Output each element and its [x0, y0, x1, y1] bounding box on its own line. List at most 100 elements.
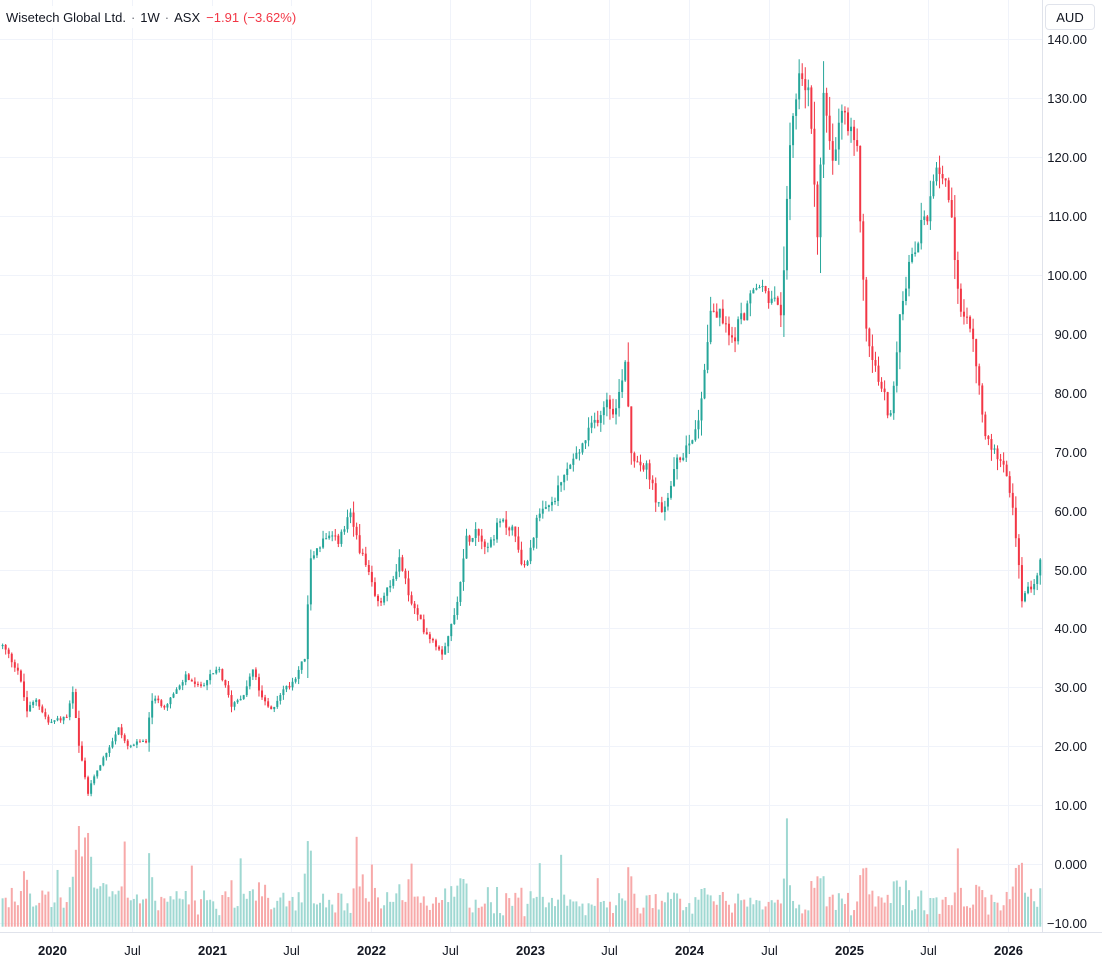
candle-body	[709, 310, 712, 343]
volume-bar	[605, 907, 608, 927]
volume-bar	[715, 904, 718, 927]
candle-body	[972, 328, 975, 340]
candle-body	[294, 678, 297, 682]
candle-body	[291, 681, 294, 688]
candle-body	[65, 716, 68, 718]
volume-bar	[935, 897, 938, 927]
candle-body	[752, 289, 755, 294]
candle-body	[352, 512, 355, 527]
candle-body	[611, 408, 614, 415]
volume-bar	[248, 891, 251, 927]
volume-bar	[413, 896, 416, 927]
candle-body	[984, 414, 987, 437]
candle-body	[1005, 464, 1008, 477]
candle-body	[914, 252, 917, 254]
volume-bar	[428, 909, 431, 927]
volume-bar	[993, 901, 996, 927]
interval-label[interactable]: 1W	[140, 9, 160, 25]
candle-body	[578, 452, 581, 454]
candle-body	[178, 685, 181, 690]
volume-bar	[22, 871, 25, 927]
candle-body	[990, 439, 993, 450]
volume-bar	[813, 887, 816, 927]
candle-body	[694, 429, 697, 441]
volume-bar	[47, 891, 50, 927]
candle-body	[755, 288, 758, 290]
volume-bar	[264, 884, 267, 927]
candle-body	[911, 253, 914, 262]
volume-bar	[624, 900, 627, 927]
candle-body	[496, 522, 499, 540]
symbol-title[interactable]: Wisetech Global Ltd.	[6, 9, 126, 25]
volume-bar	[731, 912, 734, 927]
candle-body	[270, 706, 273, 710]
candle-body	[239, 698, 242, 701]
candle-body	[358, 535, 361, 553]
volume-bar	[343, 910, 346, 927]
candle-body	[474, 529, 477, 538]
volume-bar	[871, 890, 874, 927]
volume-bar	[123, 841, 126, 927]
volume-bar	[645, 895, 648, 927]
volume-bar	[221, 895, 224, 927]
volume-bar	[663, 902, 666, 927]
candle-body	[203, 685, 206, 687]
candle-body	[624, 361, 627, 381]
volume-bar	[776, 899, 779, 927]
volume-bar	[544, 907, 547, 927]
volume-bar	[508, 898, 511, 927]
volume-bar	[328, 899, 331, 927]
candle-body	[554, 501, 557, 503]
candle-body	[886, 392, 889, 416]
price-axis[interactable]: −10.00 0.000 10.00 20.00 30.00 40.00 50.00 60.0…	[1042, 0, 1102, 970]
candle-body	[462, 558, 465, 583]
candle-body	[908, 261, 911, 289]
candle-body	[618, 391, 621, 409]
volume-bar	[538, 863, 541, 927]
candle-body	[251, 669, 254, 677]
volume-bar	[990, 894, 993, 927]
volume-bar	[477, 907, 480, 927]
candle-body	[981, 385, 984, 415]
time-axis[interactable]: 2020 Jul 2021 Jul 2022 Jul 2023 Jul 2024 Jul 2025 J…	[0, 932, 1102, 970]
candle-body	[303, 659, 306, 662]
candle-body	[331, 535, 334, 537]
candle-body	[593, 419, 596, 423]
candle-body	[868, 328, 871, 347]
volume-bar	[416, 896, 419, 927]
candle-body	[285, 685, 288, 690]
candle-body	[947, 180, 950, 201]
candle-body	[456, 601, 459, 616]
volume-bar	[459, 878, 462, 927]
candle-body	[859, 145, 862, 222]
currency-button[interactable]: AUD	[1045, 4, 1095, 30]
volume-bar	[654, 894, 657, 927]
price-tick-label: 30.00	[1054, 680, 1087, 695]
candle-body	[212, 673, 215, 675]
candle-body	[1008, 476, 1011, 493]
candle-body	[782, 270, 785, 316]
volume-bar	[996, 902, 999, 927]
candle-body	[761, 286, 764, 288]
candle-body	[245, 686, 248, 696]
volume-bar	[792, 900, 795, 927]
candle-body	[734, 337, 737, 342]
candle-body	[135, 741, 138, 745]
volume-bar	[1005, 891, 1008, 927]
candle-body	[938, 167, 941, 175]
candle-body	[517, 536, 520, 550]
candle-body	[901, 300, 904, 315]
volume-bar	[636, 907, 639, 927]
volume-bar	[166, 901, 169, 927]
candle-body	[184, 674, 187, 683]
candle-body	[166, 704, 169, 708]
candle-body	[1023, 593, 1026, 602]
volume-bar	[71, 876, 74, 927]
volume-bar	[764, 906, 767, 927]
volume-bar	[199, 899, 202, 927]
candle-body	[746, 303, 749, 321]
candle-body	[795, 99, 798, 116]
candle-body	[431, 639, 434, 641]
volume-bar	[138, 903, 141, 927]
